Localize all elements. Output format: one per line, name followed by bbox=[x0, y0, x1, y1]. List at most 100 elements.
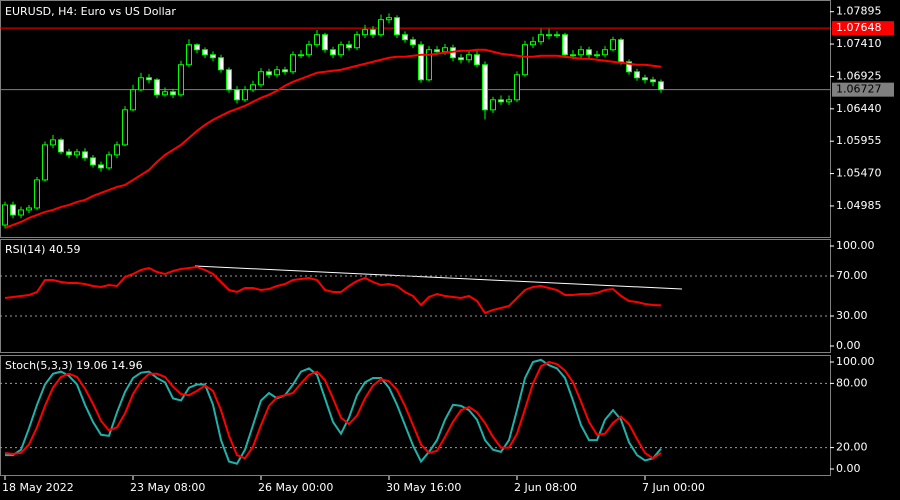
candle-body bbox=[314, 34, 320, 46]
candle-body bbox=[370, 29, 376, 36]
y-tick-label: 80.00 bbox=[836, 376, 868, 389]
candle-body bbox=[82, 151, 88, 159]
candle-body bbox=[226, 69, 232, 91]
candle-body bbox=[506, 99, 512, 103]
candle-body bbox=[594, 54, 600, 57]
line-series bbox=[4, 360, 662, 460]
y-tick-label: 100.00 bbox=[836, 355, 875, 368]
candle-body bbox=[178, 64, 184, 96]
candle-body bbox=[74, 151, 80, 156]
x-tick-label: 18 May 2022 bbox=[2, 481, 74, 494]
candle-body bbox=[18, 209, 24, 216]
y-tick-label: 20.00 bbox=[836, 441, 868, 454]
candle-body bbox=[290, 54, 296, 73]
y-tick-label: 0.00 bbox=[836, 339, 861, 352]
candle-body bbox=[106, 154, 112, 169]
candle-body bbox=[442, 47, 448, 53]
y-tick-label: 100.00 bbox=[836, 239, 875, 252]
price-pane-frame bbox=[0, 0, 831, 238]
candle-body bbox=[58, 139, 64, 153]
candle-body bbox=[618, 39, 624, 63]
candle-body bbox=[42, 144, 48, 181]
price-tag-label: 1.06727 bbox=[836, 83, 882, 96]
candle-body bbox=[322, 34, 328, 51]
candle-body bbox=[186, 44, 192, 66]
candle-body bbox=[90, 157, 96, 166]
y-tick-label: 1.04985 bbox=[836, 199, 882, 212]
candle-body bbox=[402, 34, 408, 41]
candle-body bbox=[282, 69, 288, 73]
candle-body bbox=[194, 44, 200, 51]
candle-body bbox=[26, 207, 32, 211]
x-tick-label: 2 Jun 08:00 bbox=[514, 481, 577, 494]
candle-body bbox=[34, 179, 40, 209]
price-tag bbox=[832, 82, 894, 97]
candle-body bbox=[234, 89, 240, 101]
y-tick-label: 1.07410 bbox=[836, 37, 882, 50]
candle-body bbox=[146, 77, 152, 81]
candle-body bbox=[50, 139, 56, 146]
candle-body bbox=[202, 49, 208, 56]
pane-title: Stoch(5,3,3) 19.06 14.96 bbox=[5, 359, 143, 372]
candle-body bbox=[250, 84, 256, 91]
candle-body bbox=[338, 44, 344, 56]
trend-line bbox=[194, 265, 683, 290]
y-tick-label: 1.06925 bbox=[836, 69, 882, 82]
candle-body bbox=[490, 99, 496, 111]
candle-body bbox=[122, 109, 128, 146]
candle-body bbox=[466, 54, 472, 61]
candle-body bbox=[258, 71, 264, 86]
candle-body bbox=[458, 57, 464, 61]
candle-body bbox=[658, 81, 664, 91]
candle-body bbox=[530, 41, 536, 46]
y-tick-label: 1.05470 bbox=[836, 167, 882, 180]
candle-body bbox=[634, 71, 640, 79]
y-tick-label: 70.00 bbox=[836, 269, 868, 282]
candle-body bbox=[650, 79, 656, 83]
candle-body bbox=[162, 91, 168, 96]
y-tick-label: 1.05955 bbox=[836, 134, 882, 147]
candle-body bbox=[498, 99, 504, 103]
candle-body bbox=[602, 49, 608, 56]
line-series bbox=[4, 48, 662, 229]
x-tick-label: 26 May 00:00 bbox=[258, 481, 333, 494]
candle-body bbox=[306, 44, 312, 56]
candle-body bbox=[538, 34, 544, 43]
candle-body bbox=[10, 204, 16, 216]
candle-body bbox=[626, 61, 632, 73]
candle-body bbox=[242, 89, 248, 101]
candle-body bbox=[170, 91, 176, 96]
candle-body bbox=[378, 19, 384, 36]
candle-body bbox=[210, 54, 216, 59]
y-tick-label: 30.00 bbox=[836, 309, 868, 322]
candle-body bbox=[546, 34, 552, 37]
y-tick-label: 0.00 bbox=[836, 462, 861, 475]
candle-body bbox=[578, 49, 584, 56]
candle-body bbox=[586, 49, 592, 56]
candle-body bbox=[114, 144, 120, 156]
line-series bbox=[4, 265, 662, 315]
y-tick-label: 1.06440 bbox=[836, 102, 882, 115]
candle-body bbox=[346, 44, 352, 49]
candle-body bbox=[386, 17, 392, 21]
pane-title: RSI(14) 40.59 bbox=[5, 243, 80, 256]
price-tag bbox=[832, 21, 894, 36]
candle-body bbox=[266, 71, 272, 76]
candle-body bbox=[362, 29, 368, 36]
candle-body bbox=[218, 57, 224, 71]
candle-body bbox=[522, 44, 528, 76]
candle-body bbox=[418, 44, 424, 81]
x-tick-label: 30 May 16:00 bbox=[386, 481, 461, 494]
candle-body bbox=[66, 151, 72, 156]
candle-body bbox=[354, 34, 360, 49]
candle-body bbox=[138, 77, 144, 91]
candle-body bbox=[554, 34, 560, 37]
candle-body bbox=[154, 79, 160, 96]
x-tick-label: 23 May 08:00 bbox=[130, 481, 205, 494]
stoch-pane-frame bbox=[0, 355, 831, 476]
y-tick-label: 1.07895 bbox=[836, 5, 882, 18]
candle-body bbox=[514, 74, 520, 101]
